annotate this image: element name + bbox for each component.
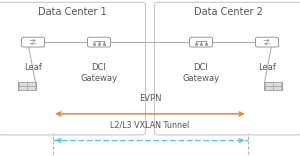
FancyBboxPatch shape <box>17 82 37 90</box>
Text: DCI
Gateway: DCI Gateway <box>182 63 220 83</box>
Bar <box>19 86 26 90</box>
FancyBboxPatch shape <box>263 82 283 90</box>
Bar <box>274 86 281 90</box>
Text: EVPN: EVPN <box>139 94 161 103</box>
FancyBboxPatch shape <box>154 2 300 135</box>
FancyBboxPatch shape <box>88 37 110 47</box>
Bar <box>28 86 35 90</box>
FancyBboxPatch shape <box>256 37 278 47</box>
Bar <box>265 86 272 90</box>
Text: DCI
Gateway: DCI Gateway <box>80 63 118 83</box>
FancyBboxPatch shape <box>0 2 146 135</box>
Bar <box>28 82 35 85</box>
Text: Leaf: Leaf <box>24 63 42 72</box>
Bar <box>274 82 281 85</box>
Text: L2/L3 VXLAN Tunnel: L2/L3 VXLAN Tunnel <box>110 120 190 129</box>
Text: Data Center 2: Data Center 2 <box>194 7 262 17</box>
Text: Leaf: Leaf <box>258 63 276 72</box>
FancyBboxPatch shape <box>190 37 212 47</box>
FancyBboxPatch shape <box>22 37 44 47</box>
Bar <box>265 82 272 85</box>
Bar <box>19 82 26 85</box>
Text: Data Center 1: Data Center 1 <box>38 7 106 17</box>
